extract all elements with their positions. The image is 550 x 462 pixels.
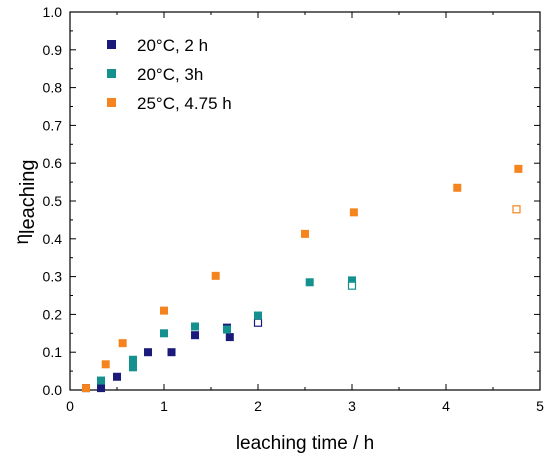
data-point-series-1: [225, 333, 234, 342]
data-point-series-2: [254, 311, 262, 320]
y-tick-label: 0.0: [43, 382, 63, 398]
data-point-series-2: [97, 376, 106, 385]
data-point-series-3: [349, 208, 358, 217]
data-point-series-2: [191, 322, 200, 331]
legend-marker-series-1: [107, 40, 116, 49]
y-tick-label: 0.4: [43, 231, 63, 247]
x-tick-label: 2: [254, 398, 262, 414]
data-point-series-2: [222, 325, 231, 334]
y-tick-label: 0.1: [43, 344, 63, 360]
y-tick-label: 0.2: [43, 306, 63, 322]
y-tick-label: 0.9: [43, 42, 63, 58]
data-points: [81, 164, 523, 393]
x-axis-title: leaching time / h: [236, 433, 374, 454]
x-tick-label: 3: [348, 398, 356, 414]
x-tick-label: 4: [442, 398, 450, 414]
data-point-series-1: [144, 348, 153, 357]
open-data-point-series-3: [512, 205, 521, 214]
data-point-series-3: [453, 183, 462, 192]
data-point-series-1: [167, 348, 176, 357]
data-point-series-1: [97, 384, 106, 393]
legend-marker-series-3: [107, 98, 116, 107]
y-axis-title-main: η: [12, 234, 33, 245]
y-axis-title-sub: leaching: [17, 159, 39, 234]
data-point-series-3: [81, 384, 90, 393]
y-tick-label: 0.6: [43, 155, 63, 171]
data-point-series-1: [191, 331, 200, 340]
y-tick-label: 0.8: [43, 80, 63, 96]
data-point-series-2: [305, 278, 314, 287]
data-point-series-2: [128, 363, 137, 372]
x-tick-label: 1: [160, 398, 168, 414]
open-data-point-series-1: [253, 318, 263, 327]
data-point-series-1: [113, 372, 121, 381]
tick-labels: 0 1 2 3 4 5 0.0 0.1 0.2 0.3 0.4 0.5 0.6 0.7 0.8 0.9 1.0: [43, 4, 545, 414]
x-tick-label: 0: [66, 398, 74, 414]
data-point-series-3: [301, 229, 309, 238]
data-point-series-2: [128, 355, 137, 364]
data-point-series-3: [160, 306, 168, 315]
y-axis-title: ηleaching: [12, 159, 39, 244]
y-tick-label: 0.5: [43, 193, 63, 209]
data-point-series-3: [101, 360, 110, 369]
data-point-series-2: [160, 329, 168, 338]
x-tick-label: 5: [536, 398, 544, 414]
legend-label-series-2: 20°C, 3h: [137, 65, 203, 84]
y-tick-label: 0.3: [43, 269, 63, 285]
legend-marker-series-2: [107, 69, 116, 78]
legend-label-series-3: 25°C, 4.75 h: [137, 94, 232, 113]
legend: 20°C, 2 h 20°C, 3h 25°C, 4.75 h: [107, 36, 232, 113]
y-tick-label: 0.7: [43, 117, 63, 133]
data-point-series-3: [514, 164, 523, 173]
axis-ticks: [69, 11, 541, 391]
data-point-series-3: [211, 271, 220, 280]
legend-label-series-1: 20°C, 2 h: [137, 36, 208, 55]
open-data-point-series-2: [347, 281, 357, 290]
data-point-series-2: [348, 276, 356, 285]
y-tick-label: 1.0: [43, 4, 63, 20]
data-point-series-3: [118, 339, 127, 348]
